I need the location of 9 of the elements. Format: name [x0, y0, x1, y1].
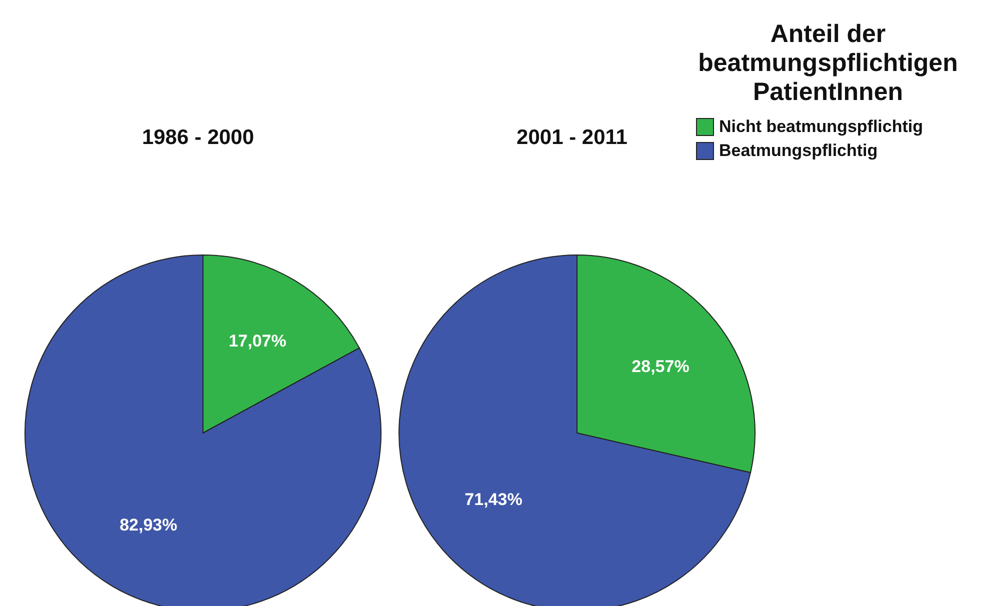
legend-title: Anteil der beatmungspflichtigen PatientInnen — [697, 20, 959, 107]
legend-label: Nicht beatmungspflichtig — [719, 116, 923, 138]
slice-label: 1986 - 2000 — [140, 126, 256, 150]
data-label: 82,93% — [120, 515, 178, 534]
data-label: 17,07% — [228, 332, 286, 351]
slice-label: 2001 - 2011 — [516, 126, 628, 150]
data-label: 71,43% — [464, 490, 522, 510]
data-label: 28,57% — [632, 356, 690, 376]
legend-label: Beatmungspflichtig — [719, 140, 878, 162]
